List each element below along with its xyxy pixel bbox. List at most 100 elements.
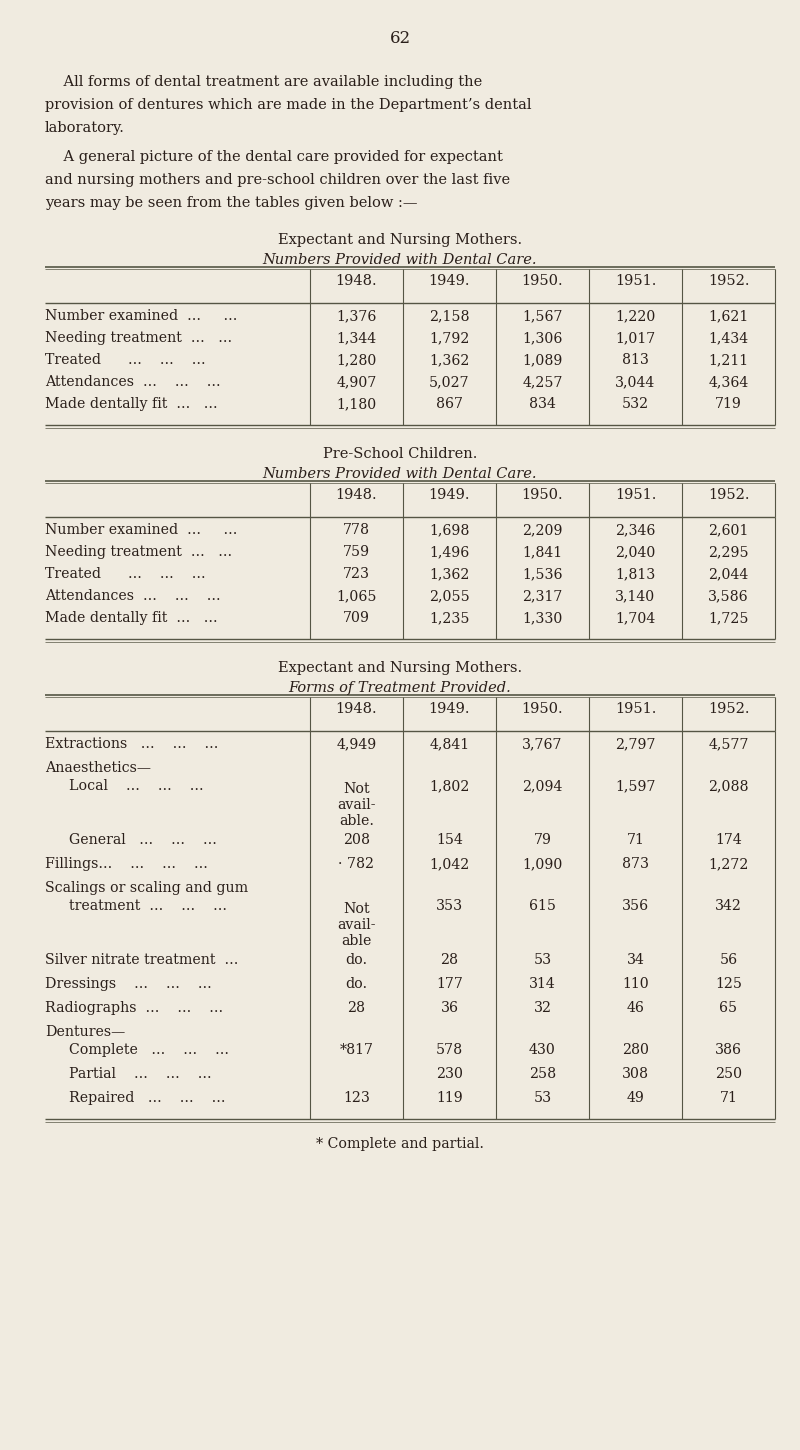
Text: 1951.: 1951. bbox=[615, 702, 656, 716]
Text: 62: 62 bbox=[390, 30, 410, 46]
Text: 36: 36 bbox=[441, 1000, 458, 1015]
Text: 2,044: 2,044 bbox=[708, 567, 749, 581]
Text: avail-: avail- bbox=[338, 918, 376, 932]
Text: 778: 778 bbox=[343, 523, 370, 536]
Text: Repaired   ...    ...    ...: Repaired ... ... ... bbox=[60, 1090, 226, 1105]
Text: 1,704: 1,704 bbox=[615, 610, 656, 625]
Text: 110: 110 bbox=[622, 977, 649, 990]
Text: Local    ...    ...    ...: Local ... ... ... bbox=[60, 779, 204, 793]
Text: 230: 230 bbox=[436, 1067, 463, 1082]
Text: 709: 709 bbox=[343, 610, 370, 625]
Text: 5,027: 5,027 bbox=[429, 376, 470, 389]
Text: 1951.: 1951. bbox=[615, 489, 656, 502]
Text: Treated      ...    ...    ...: Treated ... ... ... bbox=[45, 567, 206, 581]
Text: Dressings    ...    ...    ...: Dressings ... ... ... bbox=[45, 977, 212, 990]
Text: A general picture of the dental care provided for expectant: A general picture of the dental care pro… bbox=[45, 149, 503, 164]
Text: 1,089: 1,089 bbox=[522, 352, 562, 367]
Text: 1,180: 1,180 bbox=[336, 397, 377, 410]
Text: Complete   ...    ...    ...: Complete ... ... ... bbox=[60, 1043, 229, 1057]
Text: 250: 250 bbox=[715, 1067, 742, 1082]
Text: 1950.: 1950. bbox=[522, 274, 563, 289]
Text: 867: 867 bbox=[436, 397, 463, 410]
Text: 53: 53 bbox=[534, 953, 551, 967]
Text: 615: 615 bbox=[529, 899, 556, 914]
Text: 873: 873 bbox=[622, 857, 649, 871]
Text: 1,434: 1,434 bbox=[709, 331, 749, 345]
Text: 386: 386 bbox=[715, 1043, 742, 1057]
Text: Silver nitrate treatment  ...: Silver nitrate treatment ... bbox=[45, 953, 238, 967]
Text: 1,698: 1,698 bbox=[430, 523, 470, 536]
Text: 208: 208 bbox=[343, 832, 370, 847]
Text: 1,330: 1,330 bbox=[522, 610, 562, 625]
Text: able.: able. bbox=[339, 813, 374, 828]
Text: 79: 79 bbox=[534, 832, 551, 847]
Text: Numbers Provided with Dental Care.: Numbers Provided with Dental Care. bbox=[262, 467, 538, 481]
Text: General   ...    ...    ...: General ... ... ... bbox=[60, 832, 217, 847]
Text: laboratory.: laboratory. bbox=[45, 120, 125, 135]
Text: 1,065: 1,065 bbox=[336, 589, 377, 603]
Text: 578: 578 bbox=[436, 1043, 463, 1057]
Text: 3,586: 3,586 bbox=[708, 589, 749, 603]
Text: Needing treatment  ...   ...: Needing treatment ... ... bbox=[45, 545, 232, 560]
Text: 308: 308 bbox=[622, 1067, 649, 1082]
Text: Pre-School Children.: Pre-School Children. bbox=[323, 447, 477, 461]
Text: 1,725: 1,725 bbox=[708, 610, 749, 625]
Text: 280: 280 bbox=[622, 1043, 649, 1057]
Text: 1948.: 1948. bbox=[336, 489, 378, 502]
Text: Numbers Provided with Dental Care.: Numbers Provided with Dental Care. bbox=[262, 252, 538, 267]
Text: 1,813: 1,813 bbox=[615, 567, 656, 581]
Text: 1,621: 1,621 bbox=[708, 309, 749, 323]
Text: 759: 759 bbox=[343, 545, 370, 560]
Text: 1949.: 1949. bbox=[429, 489, 470, 502]
Text: 28: 28 bbox=[347, 1000, 366, 1015]
Text: 56: 56 bbox=[719, 953, 738, 967]
Text: 119: 119 bbox=[436, 1090, 463, 1105]
Text: Fillings...    ...    ...    ...: Fillings... ... ... ... bbox=[45, 857, 208, 871]
Text: 28: 28 bbox=[441, 953, 458, 967]
Text: 3,767: 3,767 bbox=[522, 737, 562, 751]
Text: 430: 430 bbox=[529, 1043, 556, 1057]
Text: 2,209: 2,209 bbox=[522, 523, 562, 536]
Text: 2,317: 2,317 bbox=[522, 589, 562, 603]
Text: 1948.: 1948. bbox=[336, 702, 378, 716]
Text: Expectant and Nursing Mothers.: Expectant and Nursing Mothers. bbox=[278, 233, 522, 247]
Text: do.: do. bbox=[346, 953, 367, 967]
Text: 1,376: 1,376 bbox=[336, 309, 377, 323]
Text: All forms of dental treatment are available including the: All forms of dental treatment are availa… bbox=[45, 75, 482, 88]
Text: 2,346: 2,346 bbox=[615, 523, 656, 536]
Text: 1951.: 1951. bbox=[615, 274, 656, 289]
Text: 2,088: 2,088 bbox=[708, 779, 749, 793]
Text: Not: Not bbox=[343, 782, 370, 796]
Text: 4,949: 4,949 bbox=[336, 737, 377, 751]
Text: Partial    ...    ...    ...: Partial ... ... ... bbox=[60, 1067, 212, 1082]
Text: 1,017: 1,017 bbox=[615, 331, 656, 345]
Text: 1,090: 1,090 bbox=[522, 857, 562, 871]
Text: 258: 258 bbox=[529, 1067, 556, 1082]
Text: 342: 342 bbox=[715, 899, 742, 914]
Text: 1,802: 1,802 bbox=[430, 779, 470, 793]
Text: Number examined  ...     ...: Number examined ... ... bbox=[45, 523, 238, 536]
Text: treatment  ...    ...    ...: treatment ... ... ... bbox=[60, 899, 227, 914]
Text: Extractions   ...    ...    ...: Extractions ... ... ... bbox=[45, 737, 218, 751]
Text: 34: 34 bbox=[626, 953, 645, 967]
Text: 65: 65 bbox=[719, 1000, 738, 1015]
Text: 2,094: 2,094 bbox=[522, 779, 562, 793]
Text: 49: 49 bbox=[626, 1090, 645, 1105]
Text: years may be seen from the tables given below :—: years may be seen from the tables given … bbox=[45, 196, 418, 210]
Text: 4,364: 4,364 bbox=[708, 376, 749, 389]
Text: Made dentally fit  ...   ...: Made dentally fit ... ... bbox=[45, 610, 218, 625]
Text: 4,577: 4,577 bbox=[708, 737, 749, 751]
Text: 154: 154 bbox=[436, 832, 463, 847]
Text: 53: 53 bbox=[534, 1090, 551, 1105]
Text: Dentures—: Dentures— bbox=[45, 1025, 126, 1040]
Text: 3,044: 3,044 bbox=[615, 376, 656, 389]
Text: 356: 356 bbox=[622, 899, 649, 914]
Text: 71: 71 bbox=[626, 832, 645, 847]
Text: 125: 125 bbox=[715, 977, 742, 990]
Text: able: able bbox=[342, 934, 372, 948]
Text: 1,306: 1,306 bbox=[522, 331, 562, 345]
Text: 353: 353 bbox=[436, 899, 463, 914]
Text: 174: 174 bbox=[715, 832, 742, 847]
Text: 1,042: 1,042 bbox=[430, 857, 470, 871]
Text: 2,797: 2,797 bbox=[615, 737, 656, 751]
